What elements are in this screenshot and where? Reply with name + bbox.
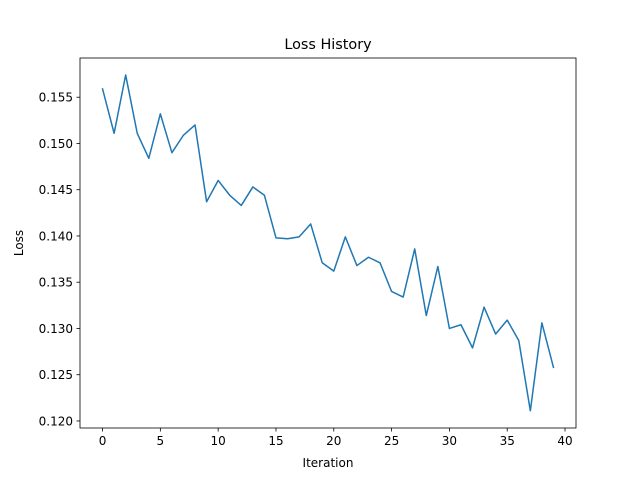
- y-tick-label: 0.125: [39, 368, 73, 382]
- x-axis-label: Iteration: [303, 456, 354, 470]
- chart-title: Loss History: [284, 37, 372, 53]
- x-tick-label: 30: [442, 434, 457, 448]
- x-tick-label: 20: [326, 434, 341, 448]
- y-axis-ticks: 0.120 0.125 0.130 0.135 0.140 0.145 0.150 0.155: [39, 91, 80, 428]
- y-axis-label: Loss: [12, 230, 26, 256]
- y-tick-label: 0.140: [39, 229, 73, 243]
- y-tick-label: 0.145: [39, 183, 73, 197]
- loss-series-line: [101, 74, 555, 412]
- plot-area-frame: [79, 57, 577, 429]
- y-tick-label: 0.155: [39, 91, 73, 105]
- x-tick-label: 35: [500, 434, 515, 448]
- y-tick-label: 0.150: [39, 137, 73, 151]
- x-tick-label: 5: [157, 434, 165, 448]
- x-tick-label: 40: [557, 434, 572, 448]
- y-tick-label: 0.120: [39, 414, 73, 428]
- x-axis-ticks: 0 5 10 15 20 25 30 35 40: [99, 428, 573, 448]
- y-tick-label: 0.135: [39, 276, 73, 290]
- x-tick-label: 0: [99, 434, 107, 448]
- x-tick-label: 10: [211, 434, 226, 448]
- x-tick-label: 15: [268, 434, 283, 448]
- y-tick-label: 0.130: [39, 322, 73, 336]
- x-tick-label: 25: [384, 434, 399, 448]
